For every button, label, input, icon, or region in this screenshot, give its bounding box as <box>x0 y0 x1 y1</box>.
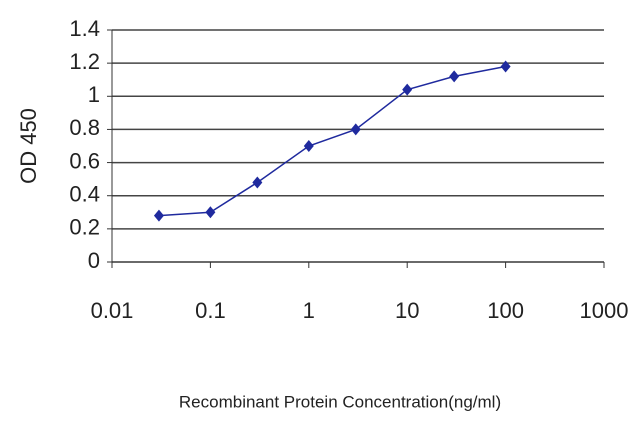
x-tick-label: 1000 <box>580 298 629 323</box>
x-axis-label: Recombinant Protein Concentration(ng/ml) <box>179 392 501 411</box>
data-point <box>402 83 413 96</box>
data-point <box>153 209 164 222</box>
x-tick-label: 0.01 <box>91 298 134 323</box>
y-tick-label: 0.4 <box>69 182 100 207</box>
data-point <box>500 60 511 73</box>
x-tick-label: 10 <box>395 298 419 323</box>
y-tick-label: 0 <box>88 248 100 273</box>
data-point <box>350 123 361 136</box>
data-point <box>303 140 314 152</box>
x-tick-label: 0.1 <box>195 298 226 323</box>
y-tick-label: 0.6 <box>69 148 100 173</box>
data-line <box>158 65 506 217</box>
data-point <box>252 176 263 189</box>
y-tick-label: 0.8 <box>69 115 100 140</box>
y-tick-label: 1.4 <box>69 16 100 41</box>
data-point <box>205 206 216 219</box>
y-tick-label: 0.2 <box>69 215 100 240</box>
y-tick-label: 1 <box>88 82 100 107</box>
data-point <box>449 70 460 83</box>
x-tick-label: 100 <box>487 298 524 323</box>
x-tick-label: 1 <box>303 298 315 323</box>
y-axis-label: OD 450 <box>16 108 41 184</box>
y-tick-label: 1.2 <box>69 49 100 74</box>
